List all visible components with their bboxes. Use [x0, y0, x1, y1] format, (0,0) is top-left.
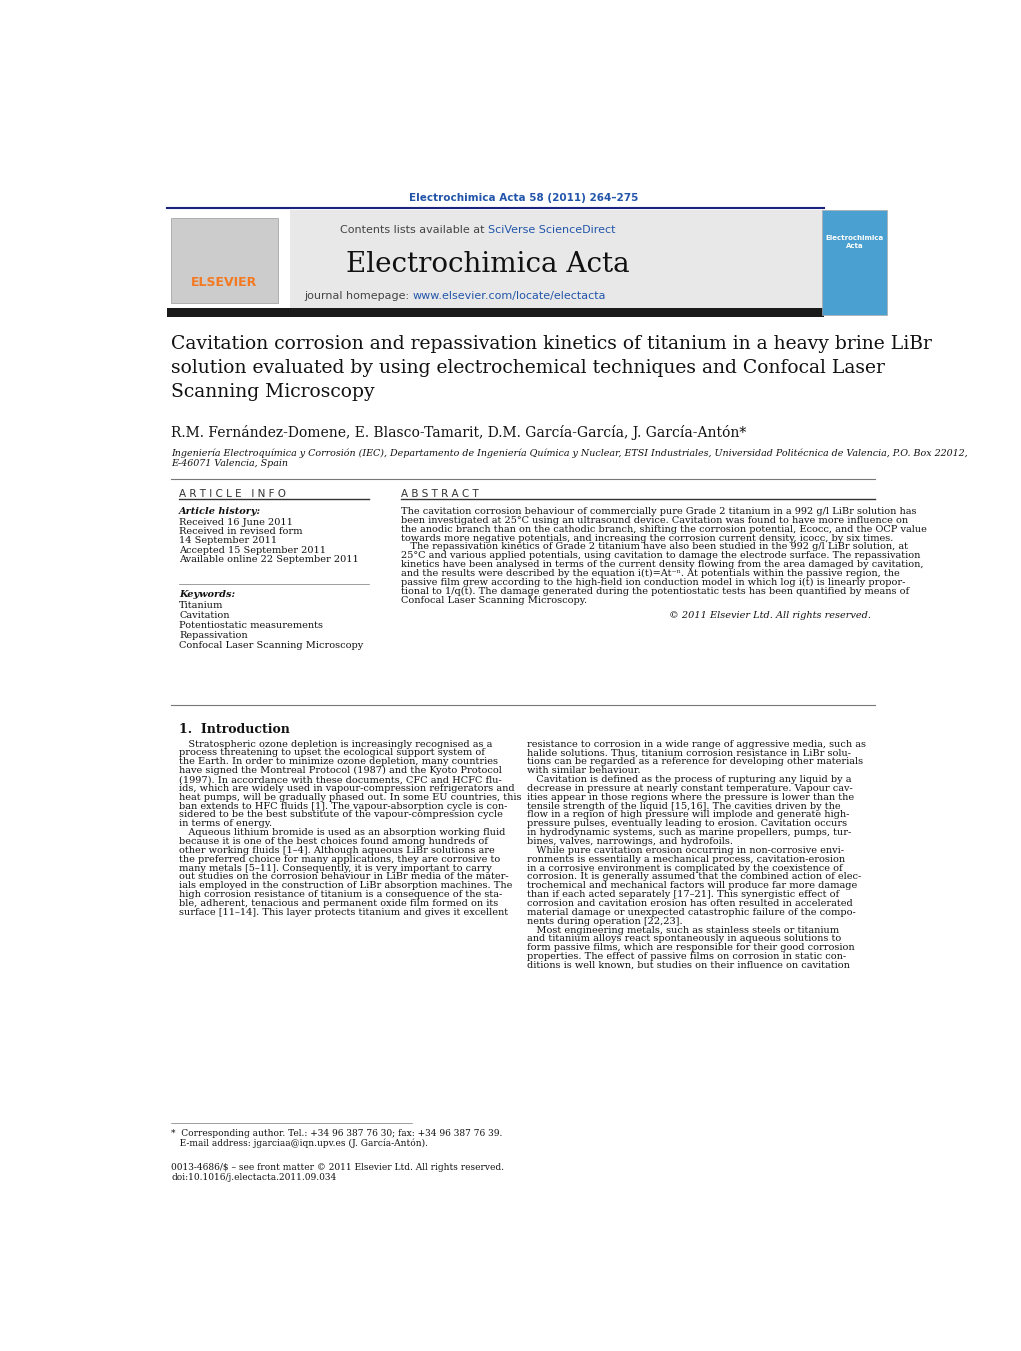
- Text: Received 16 June 2011: Received 16 June 2011: [179, 517, 293, 527]
- Text: The cavitation corrosion behaviour of commercially pure Grade 2 titanium in a 99: The cavitation corrosion behaviour of co…: [400, 507, 916, 516]
- Text: Electrochimica Acta 58 (2011) 264–275: Electrochimica Acta 58 (2011) 264–275: [408, 193, 638, 203]
- Text: While pure cavitation erosion occurring in non-corrosive envi-: While pure cavitation erosion occurring …: [527, 846, 844, 855]
- Text: ities appear in those regions where the pressure is lower than the: ities appear in those regions where the …: [527, 793, 855, 801]
- Text: ronments is essentially a mechanical process, cavitation-erosion: ronments is essentially a mechanical pro…: [527, 855, 845, 863]
- Text: ditions is well known, but studies on their influence on cavitation: ditions is well known, but studies on th…: [527, 961, 850, 970]
- Text: Cavitation is defined as the process of rupturing any liquid by a: Cavitation is defined as the process of …: [527, 775, 852, 784]
- Text: than if each acted separately [17–21]. This synergistic effect of: than if each acted separately [17–21]. T…: [527, 890, 839, 900]
- Text: A R T I C L E   I N F O: A R T I C L E I N F O: [179, 489, 286, 499]
- Text: ids, which are widely used in vapour-compression refrigerators and: ids, which are widely used in vapour-com…: [179, 784, 515, 793]
- Text: Titanium: Titanium: [179, 601, 224, 611]
- Text: the anodic branch than on the cathodic branch, shifting the corrosion potential,: the anodic branch than on the cathodic b…: [400, 524, 926, 534]
- Text: trochemical and mechanical factors will produce far more damage: trochemical and mechanical factors will …: [527, 881, 858, 890]
- Text: Ingeniería Electroquímica y Corrosión (IEC), Departamento de Ingeniería Química : Ingeniería Electroquímica y Corrosión (I…: [172, 449, 968, 458]
- Text: Aqueous lithium bromide is used as an absorption working fluid: Aqueous lithium bromide is used as an ab…: [179, 828, 505, 838]
- Text: Received in revised form: Received in revised form: [179, 527, 302, 536]
- Text: surface [11–14]. This layer protects titanium and gives it excellent: surface [11–14]. This layer protects tit…: [179, 908, 508, 917]
- Text: (1997). In accordance with these documents, CFC and HCFC flu-: (1997). In accordance with these documen…: [179, 775, 501, 784]
- Text: flow in a region of high pressure will implode and generate high-: flow in a region of high pressure will i…: [527, 811, 849, 820]
- Text: kinetics have been analysed in terms of the current density flowing from the are: kinetics have been analysed in terms of …: [400, 561, 923, 569]
- Text: pressure pulses, eventually leading to erosion. Cavitation occurs: pressure pulses, eventually leading to e…: [527, 819, 847, 828]
- Text: R.M. Fernández-Domene, E. Blasco-Tamarit, D.M. García-García, J. García-Antón*: R.M. Fernández-Domene, E. Blasco-Tamarit…: [172, 426, 746, 440]
- Text: Electrochimica
Acta: Electrochimica Acta: [826, 235, 884, 249]
- Text: properties. The effect of passive films on corrosion in static con-: properties. The effect of passive films …: [527, 952, 846, 961]
- Text: passive film grew according to the high-field ion conduction model in which log : passive film grew according to the high-…: [400, 578, 905, 588]
- Text: Confocal Laser Scanning Microscopy.: Confocal Laser Scanning Microscopy.: [400, 596, 587, 605]
- Text: in terms of energy.: in terms of energy.: [179, 819, 273, 828]
- Text: ials employed in the construction of LiBr absorption machines. The: ials employed in the construction of LiB…: [179, 881, 513, 890]
- Text: www.elsevier.com/locate/electacta: www.elsevier.com/locate/electacta: [412, 292, 606, 301]
- Text: journal homepage:: journal homepage:: [304, 292, 412, 301]
- Text: doi:10.1016/j.electacta.2011.09.034: doi:10.1016/j.electacta.2011.09.034: [172, 1173, 336, 1182]
- Bar: [167, 209, 290, 315]
- Text: 25°C and various applied potentials, using cavitation to damage the electrode su: 25°C and various applied potentials, usi…: [400, 551, 920, 561]
- Text: heat pumps, will be gradually phased out. In some EU countries, this: heat pumps, will be gradually phased out…: [179, 793, 522, 801]
- Text: 1.  Introduction: 1. Introduction: [179, 723, 290, 736]
- Text: ble, adherent, tenacious and permanent oxide film formed on its: ble, adherent, tenacious and permanent o…: [179, 898, 498, 908]
- Text: ELSEVIER: ELSEVIER: [191, 276, 257, 289]
- Text: in hydrodynamic systems, such as marine propellers, pumps, tur-: in hydrodynamic systems, such as marine …: [527, 828, 852, 838]
- Text: The repassivation kinetics of Grade 2 titanium have also been studied in the 992: The repassivation kinetics of Grade 2 ti…: [400, 543, 908, 551]
- Bar: [167, 308, 824, 317]
- Text: in a corrosive environment is complicated by the coexistence of: in a corrosive environment is complicate…: [527, 863, 843, 873]
- Text: out studies on the corrosion behaviour in LiBr media of the mater-: out studies on the corrosion behaviour i…: [179, 873, 508, 881]
- Text: Keywords:: Keywords:: [179, 590, 235, 600]
- Bar: [172, 218, 278, 303]
- Bar: [822, 209, 887, 315]
- Text: SciVerse ScienceDirect: SciVerse ScienceDirect: [488, 226, 616, 235]
- Text: A B S T R A C T: A B S T R A C T: [400, 489, 479, 499]
- Text: because it is one of the best choices found among hundreds of: because it is one of the best choices fo…: [179, 838, 488, 846]
- Text: high corrosion resistance of titanium is a consequence of the sta-: high corrosion resistance of titanium is…: [179, 890, 502, 900]
- Text: Stratospheric ozone depletion is increasingly recognised as a: Stratospheric ozone depletion is increas…: [179, 739, 492, 748]
- Text: E-mail address: jgarciaa@iqn.upv.es (J. García-Antón).: E-mail address: jgarciaa@iqn.upv.es (J. …: [172, 1139, 428, 1148]
- Text: halide solutions. Thus, titanium corrosion resistance in LiBr solu-: halide solutions. Thus, titanium corrosi…: [527, 748, 852, 758]
- Text: decrease in pressure at nearly constant temperature. Vapour cav-: decrease in pressure at nearly constant …: [527, 784, 853, 793]
- Text: the Earth. In order to minimize ozone depletion, many countries: the Earth. In order to minimize ozone de…: [179, 758, 498, 766]
- Text: Potentiostatic measurements: Potentiostatic measurements: [179, 621, 323, 630]
- Text: Most engineering metals, such as stainless steels or titanium: Most engineering metals, such as stainle…: [527, 925, 839, 935]
- Text: E-46071 Valencia, Spain: E-46071 Valencia, Spain: [172, 459, 288, 469]
- Text: Cavitation corrosion and repassivation kinetics of titanium in a heavy brine LiB: Cavitation corrosion and repassivation k…: [172, 335, 932, 400]
- Text: Confocal Laser Scanning Microscopy: Confocal Laser Scanning Microscopy: [179, 642, 363, 650]
- Text: and titanium alloys react spontaneously in aqueous solutions to: and titanium alloys react spontaneously …: [527, 935, 841, 943]
- Text: Cavitation: Cavitation: [179, 611, 230, 620]
- Bar: [167, 209, 824, 315]
- Text: corrosion. It is generally assumed that the combined action of elec-: corrosion. It is generally assumed that …: [527, 873, 862, 881]
- Text: resistance to corrosion in a wide range of aggressive media, such as: resistance to corrosion in a wide range …: [527, 739, 866, 748]
- Text: Accepted 15 September 2011: Accepted 15 September 2011: [179, 546, 326, 554]
- Text: have signed the Montreal Protocol (1987) and the Kyoto Protocol: have signed the Montreal Protocol (1987)…: [179, 766, 502, 775]
- Text: sidered to be the best substitute of the vapour-compression cycle: sidered to be the best substitute of the…: [179, 811, 503, 820]
- Text: and the results were described by the equation i(t)=At⁻ⁿ. At potentials within t: and the results were described by the eq…: [400, 569, 900, 578]
- Text: 14 September 2011: 14 September 2011: [179, 536, 277, 546]
- Text: bines, valves, narrowings, and hydrofoils.: bines, valves, narrowings, and hydrofoil…: [527, 838, 733, 846]
- Text: form passive films, which are responsible for their good corrosion: form passive films, which are responsibl…: [527, 943, 855, 952]
- Text: *  Corresponding author. Tel.: +34 96 387 76 30; fax: +34 96 387 76 39.: * Corresponding author. Tel.: +34 96 387…: [172, 1129, 502, 1139]
- Text: many metals [5–11]. Consequently, it is very important to carry: many metals [5–11]. Consequently, it is …: [179, 863, 492, 873]
- Text: material damage or unexpected catastrophic failure of the compo-: material damage or unexpected catastroph…: [527, 908, 856, 917]
- Text: tional to 1/q(t). The damage generated during the potentiostatic tests has been : tional to 1/q(t). The damage generated d…: [400, 586, 909, 596]
- Text: towards more negative potentials, and increasing the corrosion current density, : towards more negative potentials, and in…: [400, 534, 893, 543]
- Text: corrosion and cavitation erosion has often resulted in accelerated: corrosion and cavitation erosion has oft…: [527, 898, 853, 908]
- Text: 0013-4686/$ – see front matter © 2011 Elsevier Ltd. All rights reserved.: 0013-4686/$ – see front matter © 2011 El…: [172, 1163, 504, 1173]
- Text: other working fluids [1–4]. Although aqueous LiBr solutions are: other working fluids [1–4]. Although aqu…: [179, 846, 495, 855]
- Text: © 2011 Elsevier Ltd. All rights reserved.: © 2011 Elsevier Ltd. All rights reserved…: [670, 611, 871, 620]
- Text: process threatening to upset the ecological support system of: process threatening to upset the ecologi…: [179, 748, 485, 758]
- Text: Available online 22 September 2011: Available online 22 September 2011: [179, 555, 358, 563]
- Text: Article history:: Article history:: [179, 507, 261, 516]
- Text: tions can be regarded as a reference for developing other materials: tions can be regarded as a reference for…: [527, 758, 864, 766]
- Text: Electrochimica Acta: Electrochimica Acta: [346, 251, 630, 278]
- Text: ban extends to HFC fluids [1]. The vapour-absorption cycle is con-: ban extends to HFC fluids [1]. The vapou…: [179, 801, 507, 811]
- Text: Repassivation: Repassivation: [179, 631, 248, 640]
- Text: nents during operation [22,23].: nents during operation [22,23].: [527, 917, 683, 925]
- Text: been investigated at 25°C using an ultrasound device. Cavitation was found to ha: been investigated at 25°C using an ultra…: [400, 516, 908, 526]
- Text: Contents lists available at: Contents lists available at: [340, 226, 488, 235]
- Text: with similar behaviour.: with similar behaviour.: [527, 766, 641, 775]
- Text: tensile strength of the liquid [15,16]. The cavities driven by the: tensile strength of the liquid [15,16]. …: [527, 801, 841, 811]
- Text: the preferred choice for many applications, they are corrosive to: the preferred choice for many applicatio…: [179, 855, 500, 863]
